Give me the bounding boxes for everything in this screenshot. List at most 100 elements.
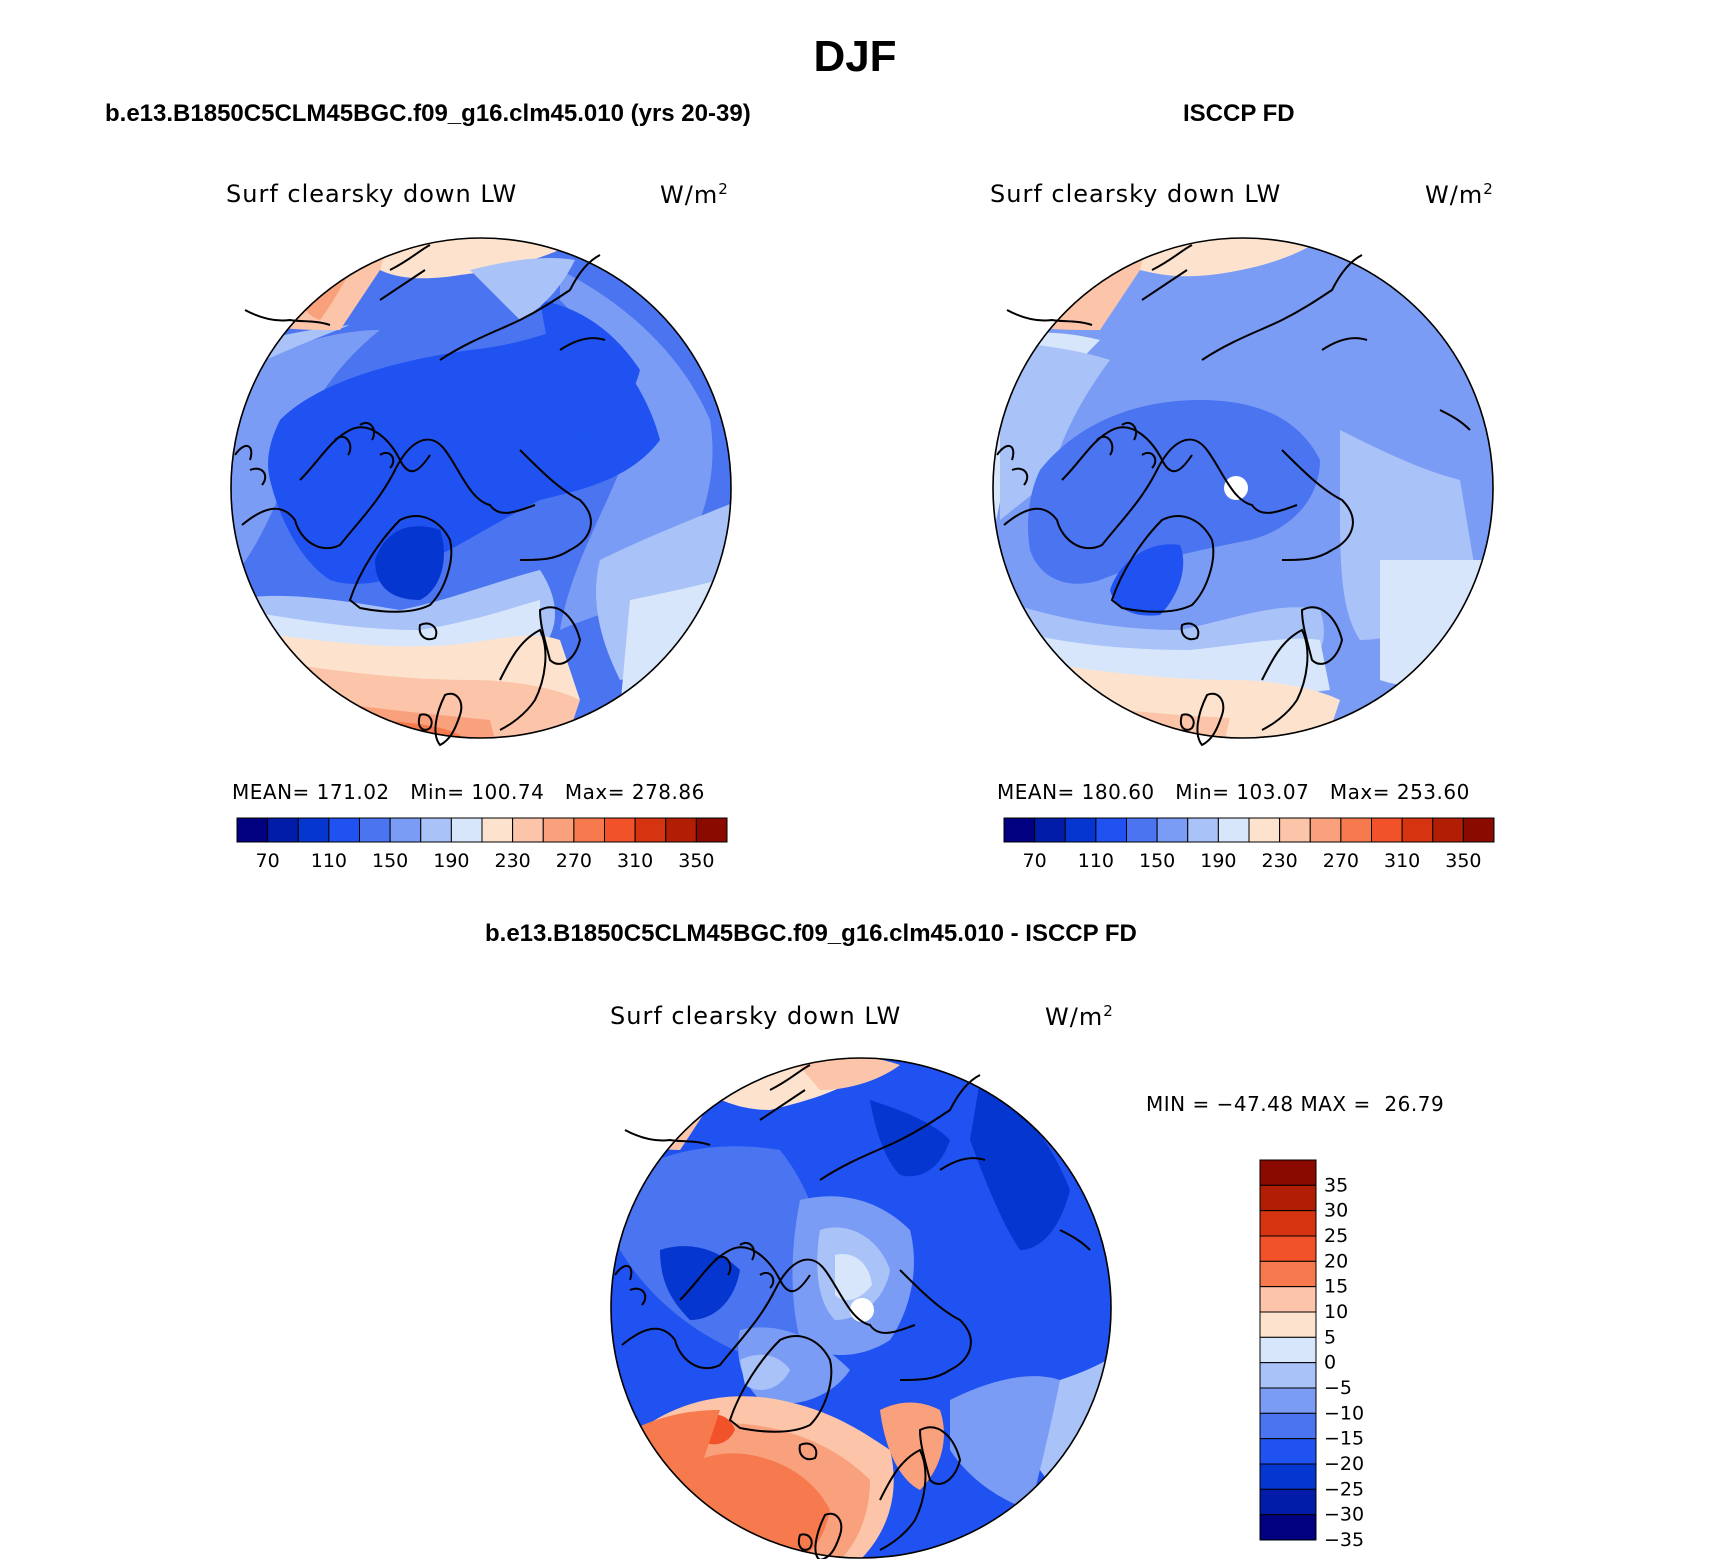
colorbar-swatch xyxy=(1259,1210,1317,1237)
colorbar-tick-label: 150 xyxy=(1139,850,1175,872)
colorbar-tick-label: −5 xyxy=(1324,1377,1352,1399)
colorbar-diff: 35 30 25 20 15 10 5 0 −5 −10 −15 −20 −25 −30 −35 xyxy=(1259,1159,1364,1551)
colorbar-swatch xyxy=(481,817,514,843)
colorbar-swatch xyxy=(1259,1387,1317,1414)
colorbar-swatch xyxy=(297,817,330,843)
colorbar-tick-label: 350 xyxy=(1445,850,1481,872)
colorbar-swatch xyxy=(328,817,360,843)
colorbar-tick-label: 150 xyxy=(372,850,408,872)
colorbar-tick-label: 310 xyxy=(1384,850,1420,872)
units-diff: W/m2 xyxy=(1045,1002,1114,1031)
colorbar-swatch xyxy=(1259,1235,1317,1262)
colorbar-tick-label: 35 xyxy=(1324,1174,1348,1196)
colorbar-swatch xyxy=(1064,817,1097,843)
colorbar-tick-label: 270 xyxy=(1323,850,1359,872)
map-fill xyxy=(835,1254,872,1301)
colorbar-tick-label: 190 xyxy=(433,850,469,872)
colorbar-swatch xyxy=(420,817,452,843)
colorbar-tick-label: 5 xyxy=(1324,1326,1336,1348)
colorbar-tick-label: 30 xyxy=(1324,1200,1348,1222)
colorbar-swatch xyxy=(1462,817,1495,843)
stats-model: MEAN= 171.02 Min= 100.74 Max= 278.86 xyxy=(232,780,705,804)
map-fill xyxy=(620,1146,824,1360)
colorbar-tick-label: −30 xyxy=(1324,1504,1364,1526)
colorbar-swatch xyxy=(1259,1260,1317,1288)
colorbar-tick-label: 10 xyxy=(1324,1301,1348,1323)
map-border xyxy=(230,237,732,739)
colorbar-swatch xyxy=(1259,1311,1317,1338)
map-fill xyxy=(1028,400,1320,584)
colorbar-obs: 70 110 150 190 230 270 310 350 xyxy=(1003,817,1495,872)
stats-obs: MEAN= 180.60 Min= 103.07 Max= 253.60 xyxy=(997,780,1470,804)
units-obs: W/m2 xyxy=(1425,180,1494,209)
colorbar-swatch xyxy=(1003,817,1036,843)
colorbar-swatch xyxy=(1034,817,1066,843)
colorbar-swatch xyxy=(1371,817,1403,843)
colorbar-swatch xyxy=(512,817,544,843)
colorbar-tick-label: 230 xyxy=(494,850,530,872)
colorbar-swatch xyxy=(1401,817,1434,843)
panel-heading-obs: ISCCP FD xyxy=(1183,100,1295,127)
coastlines xyxy=(614,1064,1091,1559)
colorbar-swatch xyxy=(1259,1514,1317,1541)
colorbar-model: 70 110 150 190 230 270 310 350 xyxy=(236,817,728,872)
pole-missing-data xyxy=(1224,476,1248,500)
colorbar-swatch xyxy=(604,817,636,843)
colorbar-swatch xyxy=(1309,817,1342,843)
panel-heading-model: b.e13.B1850C5CLM45BGC.f09_g16.clm45.010 … xyxy=(105,100,751,127)
colorbar-swatch xyxy=(359,817,391,843)
map-border xyxy=(992,237,1494,739)
map-fill xyxy=(740,1354,790,1390)
colorbar-swatch xyxy=(1259,1438,1317,1465)
colorbar-swatch xyxy=(573,817,605,843)
map-border xyxy=(610,1057,1112,1559)
colorbar-swatch xyxy=(1156,817,1189,843)
panel-heading-diff: b.e13.B1850C5CLM45BGC.f09_g16.clm45.010 … xyxy=(485,920,1137,947)
colorbar-swatch xyxy=(267,817,299,843)
coastlines xyxy=(234,244,606,747)
colorbar-swatch xyxy=(1095,817,1127,843)
colorbar-tick-label: 190 xyxy=(1200,850,1236,872)
colorbar-tick-label: 350 xyxy=(678,850,714,872)
polar-map-obs xyxy=(992,237,1494,747)
units-model: W/m2 xyxy=(660,180,729,209)
colorbar-swatch xyxy=(1248,817,1281,843)
map-fill xyxy=(950,1376,1060,1510)
page-title: DJF xyxy=(813,32,897,81)
colorbar-swatch xyxy=(1340,817,1372,843)
colorbar-swatch xyxy=(1259,1159,1317,1186)
colorbar-tick-label: 270 xyxy=(556,850,592,872)
colorbar-tick-label: 15 xyxy=(1324,1276,1348,1298)
map-fill xyxy=(375,526,444,600)
map-fill xyxy=(870,1100,950,1177)
colorbar-swatch xyxy=(1259,1362,1317,1389)
colorbar-swatch xyxy=(1259,1463,1317,1490)
colorbar-swatch xyxy=(1126,817,1158,843)
map-fill xyxy=(1110,544,1184,616)
colorbar-swatch xyxy=(389,817,422,843)
colorbar-tick-label: 0 xyxy=(1324,1352,1336,1374)
colorbar-swatch xyxy=(236,817,269,843)
variable-title-model: Surf clearsky down LW xyxy=(226,180,518,208)
map-fill xyxy=(660,1246,740,1320)
colorbar-tick-label: −15 xyxy=(1324,1428,1364,1450)
colorbar-swatch xyxy=(665,817,697,843)
colorbar-swatch xyxy=(634,817,667,843)
polar-map-diff xyxy=(610,1057,1112,1559)
colorbar-swatch xyxy=(695,817,728,843)
colorbar-tick-label: −20 xyxy=(1324,1453,1364,1475)
colorbar-tick-label: 25 xyxy=(1324,1225,1348,1247)
colorbar-swatch xyxy=(1279,817,1311,843)
colorbar-swatch xyxy=(542,817,575,843)
colorbar-swatch xyxy=(1259,1488,1317,1516)
colorbar-tick-label: 310 xyxy=(617,850,653,872)
colorbar-tick-label: 70 xyxy=(256,850,280,872)
colorbar-tick-label: −35 xyxy=(1324,1529,1364,1551)
colorbar-tick-label: 230 xyxy=(1261,850,1297,872)
colorbar-swatch xyxy=(1217,817,1250,843)
map-fill xyxy=(1020,660,1340,738)
colorbar-tick-label: 70 xyxy=(1023,850,1047,872)
colorbar-tick-label: −10 xyxy=(1324,1402,1364,1424)
map-fill xyxy=(470,258,575,320)
